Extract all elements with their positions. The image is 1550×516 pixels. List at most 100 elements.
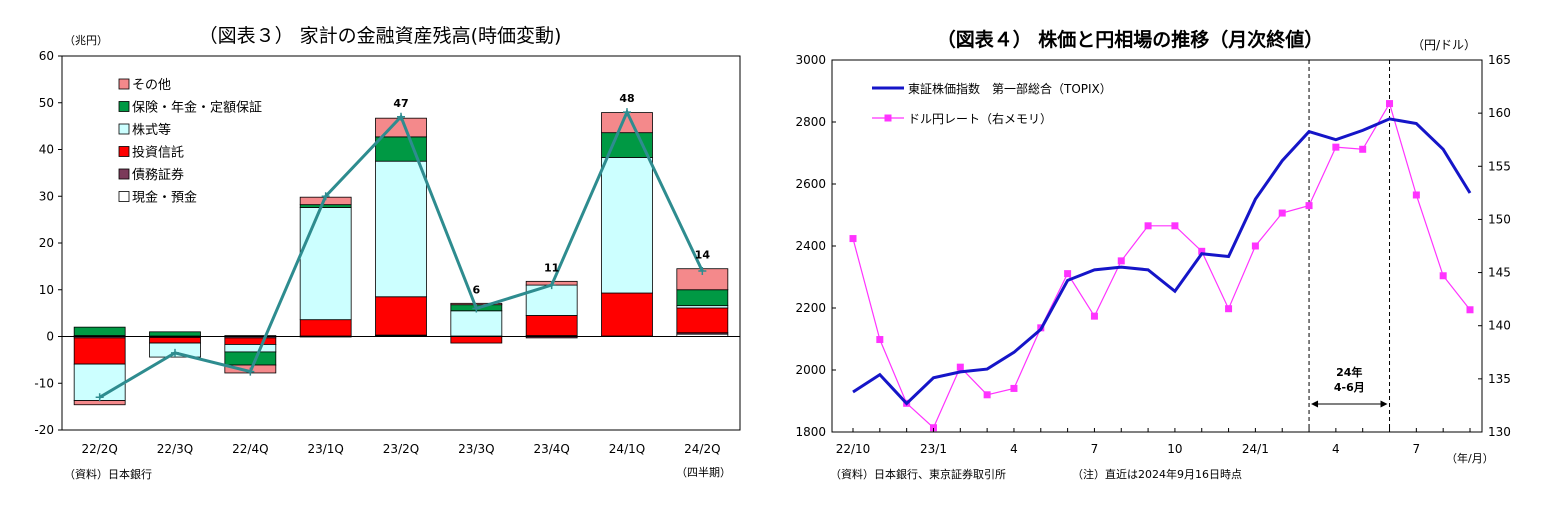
chart-right-title: （図表４） 株価と円相場の推移（月次終値） — [937, 28, 1324, 51]
x-tick-label: 23/1Q — [307, 442, 343, 456]
usdjpy-marker — [1198, 247, 1206, 255]
chart-left-y-axis: -20 -10 0 10 20 30 40 50 60 — [34, 49, 62, 437]
usdjpy-marker — [956, 363, 964, 371]
chart-left: （図表３） 家計の金融資産残高(時価変動) （兆円） -20 -10 0 10 20 30… — [34, 25, 741, 481]
y-tick-label: -20 — [34, 423, 54, 437]
x-tick-label: 24/1 — [1242, 442, 1269, 456]
chart-right-legend: 東証株価指数 第一部総合（TOPIX） ドル円レート（右メモリ） — [872, 81, 1112, 126]
usdjpy-marker — [1305, 202, 1313, 210]
usdjpy-marker — [1278, 209, 1286, 217]
x-tick-label: 4 — [1332, 442, 1340, 456]
bar-segment — [525, 315, 578, 336]
total-point — [472, 304, 481, 313]
usdjpy-marker — [1332, 143, 1340, 151]
legend-label: その他 — [132, 78, 171, 93]
y-tick-label: 0 — [46, 330, 54, 344]
bar-segment — [149, 331, 201, 337]
total-point — [95, 393, 104, 402]
y-tick-label: 50 — [39, 96, 54, 110]
usdjpy-marker — [1386, 100, 1394, 108]
bar-segment — [601, 292, 653, 337]
usdjpy-marker — [1439, 272, 1447, 280]
bar-segment — [73, 337, 126, 365]
data-label: 47 — [393, 97, 408, 110]
x-tick-label: 24/2Q — [684, 442, 720, 456]
chart-right-source: （資料）日本銀行、東京証券取引所 — [830, 467, 1006, 481]
legend-swatch — [118, 146, 130, 157]
chart-right-series — [849, 100, 1474, 432]
x-tick-label: 4 — [1010, 442, 1018, 456]
legend-label-usdjpy: ドル円レート（右メモリ） — [908, 111, 1052, 126]
data-label: 48 — [619, 92, 634, 105]
usdjpy-marker — [1225, 305, 1233, 313]
legend-swatch — [118, 101, 130, 112]
y-tick-label: 2000 — [795, 363, 826, 377]
chart-left-data-labels: 47 6 11 48 14 — [393, 92, 710, 296]
bar-segment — [375, 136, 427, 162]
usdjpy-marker — [1144, 222, 1152, 230]
chart-left-source: （資料）日本銀行 — [64, 467, 152, 481]
usdjpy-marker — [1466, 306, 1474, 314]
chart-right-note: （注）直近は2024年9月16日時点 — [1072, 467, 1242, 481]
x-tick-label: 7 — [1413, 442, 1421, 456]
total-point — [623, 108, 631, 117]
data-label: 11 — [544, 261, 559, 274]
x-tick-label: 10 — [1167, 442, 1182, 456]
chart-right-y-axis-right: 130 135 140 145 150 155 160 165 — [1478, 53, 1511, 439]
y-tick-label: 2600 — [795, 177, 826, 191]
chart-left-x-unit: （四半期） — [676, 465, 731, 479]
data-label: 6 — [473, 283, 481, 296]
x-tick-label: 24/1Q — [609, 442, 645, 456]
chart-right-y2-unit: （円/ドル） — [1412, 38, 1476, 52]
total-point — [698, 267, 707, 276]
total-point — [397, 112, 405, 121]
total-point — [246, 367, 255, 376]
usdjpy-marker — [1251, 242, 1259, 250]
bar-segment — [299, 207, 352, 321]
annotation-arrowhead-left — [1311, 400, 1319, 408]
usdjpy-marker — [929, 424, 937, 432]
y2-tick-label: 155 — [1488, 159, 1511, 173]
legend-swatch — [118, 123, 130, 135]
legend-swatch — [118, 191, 130, 202]
chart-right-y-axis-left: 1800 2000 2200 2400 2600 2800 3000 — [795, 53, 836, 439]
bar-segment — [73, 326, 126, 336]
annotation-label-year: 24年 — [1336, 365, 1362, 379]
chart-right-x-unit: （年/月） — [1446, 451, 1494, 465]
x-tick-label: 23/1 — [920, 442, 947, 456]
legend-marker-usdjpy — [884, 114, 892, 122]
bar-segment — [375, 160, 427, 298]
x-tick-label: 22/3Q — [157, 442, 193, 456]
x-tick-label: 22/10 — [836, 442, 871, 456]
bar-segment — [676, 289, 729, 307]
bar-segment — [224, 344, 277, 353]
legend-label: 債務証券 — [132, 167, 184, 183]
usdjpy-marker — [876, 336, 884, 344]
chart-right-annotation: 24年 4-6月 — [1308, 60, 1391, 432]
x-tick-label: 22/2Q — [81, 442, 117, 456]
bar-segment — [224, 337, 277, 345]
annotation-arrowhead-right — [1380, 400, 1388, 408]
total-point — [547, 281, 556, 290]
legend-label-topix: 東証株価指数 第一部総合（TOPIX） — [908, 81, 1112, 96]
y2-tick-label: 145 — [1488, 266, 1511, 280]
bar-segment — [224, 351, 277, 366]
bar-segment — [299, 204, 352, 208]
chart-right: （図表４） 株価と円相場の推移（月次終値） （円/ドル） 1800 2000 220… — [795, 28, 1510, 481]
legend-label: 株式等 — [132, 122, 171, 138]
total-point — [171, 348, 179, 357]
annotation-label-months: 4-6月 — [1334, 381, 1365, 394]
y-tick-label: 2800 — [795, 115, 826, 129]
y2-tick-label: 150 — [1488, 212, 1511, 226]
usdjpy-marker — [1090, 312, 1098, 320]
chart-left-bars — [73, 112, 729, 406]
usdjpy-marker — [1359, 145, 1367, 153]
legend-swatch — [118, 78, 130, 90]
bar-segment — [149, 337, 201, 344]
legend-label: 現金・預金 — [132, 190, 197, 206]
bar-segment — [676, 307, 729, 334]
bar-segment — [375, 296, 427, 336]
total-point — [321, 192, 330, 201]
